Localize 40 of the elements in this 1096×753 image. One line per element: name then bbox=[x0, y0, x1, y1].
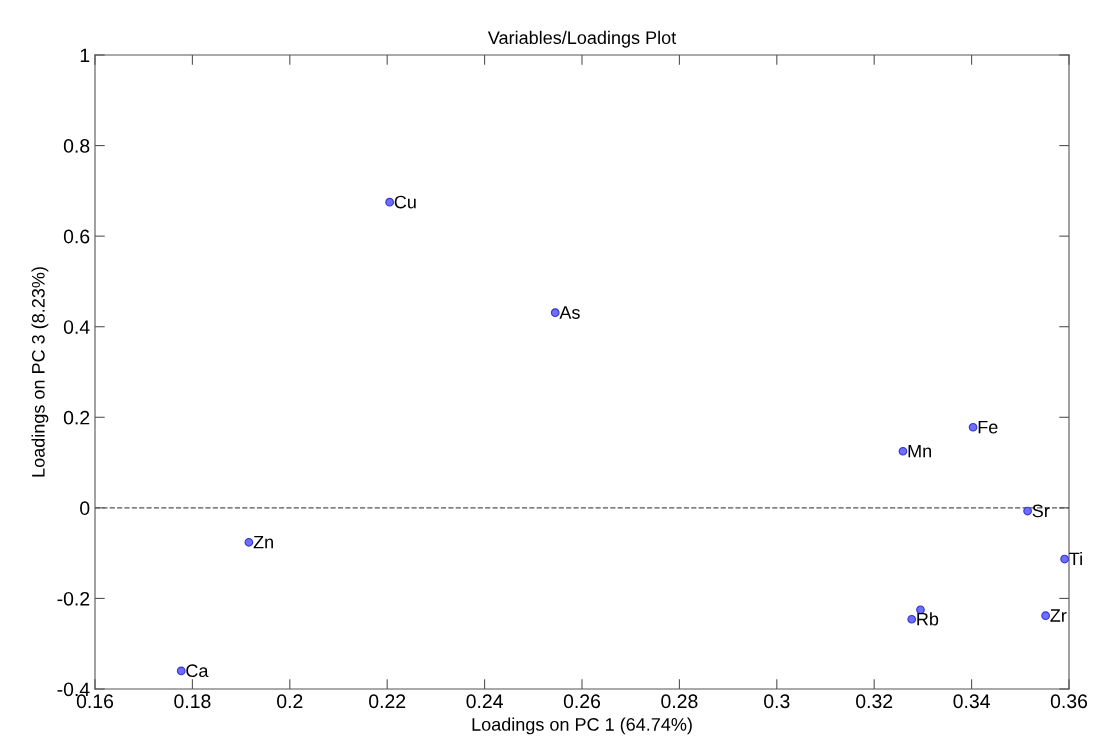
annotation: Sr bbox=[1032, 504, 1050, 518]
x-tick-label: 0.32 bbox=[856, 694, 893, 709]
y-tick-label: 0.4 bbox=[63, 320, 90, 334]
annotation: Fe bbox=[978, 420, 998, 434]
annotation: Mn bbox=[908, 444, 932, 458]
x-tick-label: 0.18 bbox=[174, 694, 211, 709]
y-tick-label: 1 bbox=[80, 48, 90, 63]
point bbox=[1023, 506, 1032, 516]
y-tick-label: 0.8 bbox=[63, 139, 90, 153]
chart-title: Variables/Loadings Plot bbox=[487, 30, 677, 48]
annotation: Zr bbox=[1050, 609, 1067, 622]
x-axis-title: Loadings on PC 1 (64.74%) bbox=[472, 717, 692, 735]
point bbox=[1041, 611, 1050, 620]
point bbox=[385, 197, 394, 207]
annotation: Zn bbox=[253, 535, 273, 549]
annotation: As bbox=[559, 306, 580, 319]
point bbox=[176, 666, 186, 676]
annotation: Ca bbox=[186, 664, 209, 678]
x-tick-label: 0.24 bbox=[466, 694, 503, 709]
x-tick-label: 0.36 bbox=[1050, 694, 1088, 709]
y-tick-label: 0 bbox=[80, 501, 90, 516]
y-axis-title: Loadings on PC 3 (8.23%) bbox=[31, 267, 49, 477]
x-tick-label: 0.28 bbox=[661, 694, 698, 709]
point bbox=[244, 537, 254, 547]
y-tick-label: 0.2 bbox=[63, 410, 90, 425]
point bbox=[968, 422, 978, 432]
point bbox=[550, 308, 560, 318]
y-tick-label: 0.6 bbox=[63, 229, 90, 244]
x-tick-label: 0.2 bbox=[277, 694, 303, 709]
annotation: Ti bbox=[1069, 552, 1082, 566]
annotation: Rb bbox=[917, 612, 939, 626]
point bbox=[898, 446, 908, 456]
annotation: Cu bbox=[394, 195, 416, 209]
x-tick-label: 0.3 bbox=[764, 694, 790, 709]
x-tick-label: 0.26 bbox=[563, 694, 601, 709]
x-tick-label: 0.22 bbox=[369, 694, 406, 709]
x-tick-label: 0.34 bbox=[953, 694, 990, 709]
point bbox=[907, 614, 917, 624]
point bbox=[1060, 554, 1069, 564]
y-tick-label: -0.2 bbox=[57, 591, 90, 606]
